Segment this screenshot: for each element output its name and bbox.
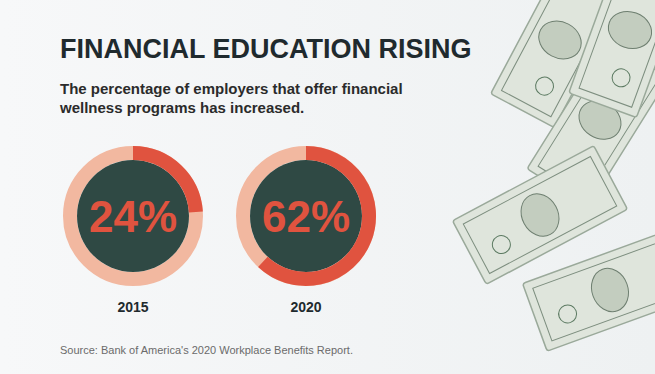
- money-decoration: [452, 0, 655, 351]
- category-label: 2015: [117, 299, 148, 315]
- value-label: 62%: [262, 192, 350, 241]
- donut-arc: [263, 153, 369, 279]
- bill: [523, 229, 655, 351]
- source: Source: Bank of America's 2020 Workplace…: [60, 344, 353, 356]
- subtitle-line: wellness programs has increased.: [59, 99, 304, 116]
- bill-body: [523, 229, 655, 351]
- bill-seal: [489, 232, 513, 256]
- bill-body: [569, 0, 655, 117]
- bill-seal: [556, 302, 579, 325]
- donut: [70, 153, 196, 279]
- bill: [569, 0, 655, 117]
- title: FINANCIAL EDUCATION RISING: [60, 34, 472, 64]
- bill-portrait: [514, 187, 566, 243]
- bill-border: [579, 0, 655, 107]
- bill-portrait: [586, 263, 635, 317]
- bill-seal: [610, 66, 633, 89]
- bill-portrait: [603, 6, 655, 55]
- bill-border: [463, 156, 616, 273]
- value-label: 24%: [89, 192, 177, 241]
- subtitle-line: The percentage of employers that offer f…: [60, 80, 403, 97]
- donut-track: [243, 153, 369, 279]
- donut: [243, 153, 369, 279]
- donut-center: [250, 160, 362, 272]
- bill-border: [533, 239, 655, 341]
- chart: FINANCIAL EDUCATION RISING The percentage…: [0, 0, 655, 374]
- subtitle: The percentage of employers that offer f…: [59, 80, 403, 116]
- donut-track: [70, 153, 196, 279]
- category-label: 2020: [290, 299, 321, 315]
- donut-center: [77, 160, 189, 272]
- bill-seal: [532, 74, 556, 98]
- bill-portrait: [532, 14, 588, 66]
